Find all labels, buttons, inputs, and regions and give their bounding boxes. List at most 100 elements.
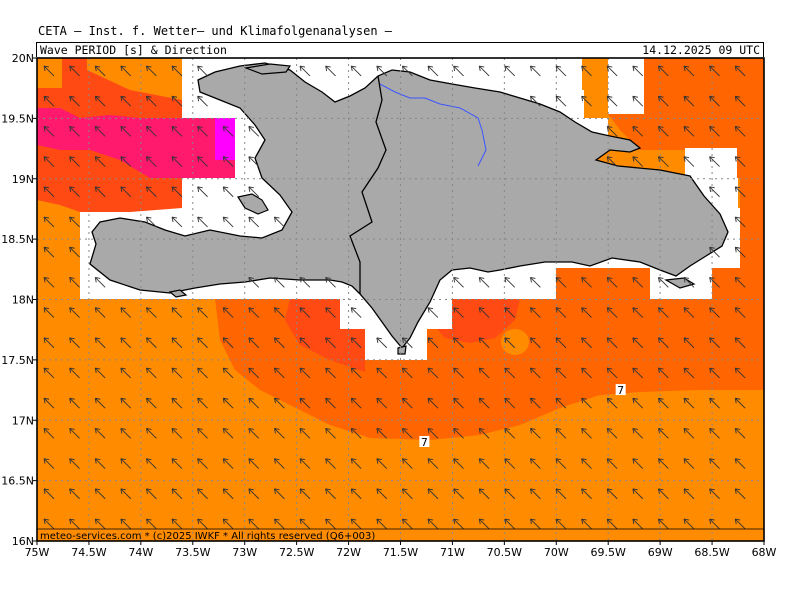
direction-arrow: [274, 367, 285, 379]
direction-arrow: [555, 307, 567, 318]
direction-arrow: [299, 428, 311, 439]
direction-arrow: [325, 428, 336, 439]
direction-arrow: [453, 428, 464, 439]
direction-arrow: [555, 397, 567, 409]
direction-arrow: [658, 488, 669, 500]
contour-label: 7: [615, 384, 626, 397]
direction-arrow: [350, 428, 362, 439]
direction-arrow: [581, 307, 592, 318]
direction-arrow: [581, 367, 592, 379]
direction-arrow: [581, 397, 592, 409]
direction-arrow: [632, 367, 644, 379]
direction-arrow: [734, 337, 746, 349]
direction-arrow: [530, 65, 541, 77]
direction-arrow: [606, 277, 618, 288]
direction-arrow: [222, 307, 234, 318]
direction-arrow: [658, 277, 669, 288]
direction-arrow: [69, 95, 80, 107]
direction-arrow: [632, 337, 644, 349]
direction-arrow: [146, 65, 157, 77]
direction-arrow: [709, 518, 720, 530]
direction-arrow: [530, 307, 541, 318]
direction-arrow: [146, 216, 157, 228]
direction-arrow: [530, 397, 541, 409]
direction-arrow: [734, 428, 746, 439]
direction-arrow: [555, 488, 567, 500]
direction-arrow: [658, 65, 669, 77]
direction-arrow: [94, 518, 106, 530]
direction-arrow: [325, 65, 336, 77]
direction-arrow: [94, 458, 106, 469]
direction-arrow: [709, 397, 720, 409]
lon-label: 69W: [648, 546, 673, 559]
direction-arrow: [146, 428, 157, 439]
direction-arrow: [146, 126, 157, 137]
direction-arrow: [146, 518, 157, 530]
direction-arrow: [248, 367, 260, 379]
lat-label: 18.5N: [1, 233, 34, 246]
direction-arrow: [248, 156, 260, 167]
lon-label: 70W: [544, 546, 569, 559]
direction-arrow: [427, 428, 439, 439]
direction-arrow: [222, 397, 234, 409]
direction-arrow: [43, 518, 55, 530]
direction-arrow: [453, 277, 464, 288]
direction-arrow: [709, 186, 720, 198]
direction-arrow: [248, 428, 260, 439]
direction-arrow: [69, 458, 80, 469]
direction-arrow: [299, 307, 311, 318]
direction-arrow: [478, 337, 490, 349]
direction-arrow: [94, 397, 106, 409]
direction-arrow: [632, 156, 644, 167]
direction-arrow: [402, 488, 413, 500]
direction-arrow: [274, 277, 285, 288]
direction-arrow: [478, 518, 490, 530]
lat-label: 18N: [12, 294, 34, 307]
direction-arrow: [683, 337, 695, 349]
direction-arrow: [43, 277, 55, 288]
direction-arrow: [299, 337, 311, 349]
wave-direction-arrows: [43, 65, 746, 530]
direction-arrow: [69, 156, 80, 167]
direction-arrow: [248, 337, 260, 349]
direction-arrow: [350, 337, 362, 349]
direction-arrow: [606, 367, 618, 379]
direction-arrow: [376, 518, 388, 530]
direction-arrow: [171, 428, 183, 439]
direction-arrow: [427, 397, 439, 409]
direction-arrow: [274, 337, 285, 349]
direction-arrow: [709, 156, 720, 167]
direction-arrow: [197, 488, 208, 500]
direction-arrow: [453, 337, 464, 349]
direction-arrow: [171, 216, 183, 228]
direction-arrow: [350, 458, 362, 469]
beata-island: [397, 345, 407, 355]
direction-arrow: [606, 428, 618, 439]
direction-arrow: [632, 126, 644, 137]
direction-arrow: [171, 518, 183, 530]
direction-arrow: [632, 95, 644, 107]
direction-arrow: [274, 488, 285, 500]
direction-arrow: [120, 367, 132, 379]
direction-arrow: [453, 307, 464, 318]
direction-arrow: [299, 518, 311, 530]
direction-arrow: [222, 367, 234, 379]
direction-arrow: [683, 277, 695, 288]
lat-label: 19.5N: [1, 112, 34, 125]
direction-arrow: [504, 397, 516, 409]
haiti-dr-border: [349, 75, 387, 294]
direction-arrow: [606, 126, 618, 137]
direction-arrow: [222, 186, 234, 198]
ocean-high-period-se: [437, 299, 520, 343]
direction-arrow: [197, 65, 208, 77]
direction-arrow: [94, 367, 106, 379]
direction-arrow: [402, 65, 413, 77]
direction-arrow: [632, 428, 644, 439]
direction-arrow: [274, 428, 285, 439]
direction-arrow: [197, 156, 208, 167]
tortuga-island: [243, 63, 292, 75]
direction-arrow: [94, 428, 106, 439]
direction-arrow: [709, 428, 720, 439]
direction-arrow: [43, 458, 55, 469]
direction-arrow: [222, 428, 234, 439]
